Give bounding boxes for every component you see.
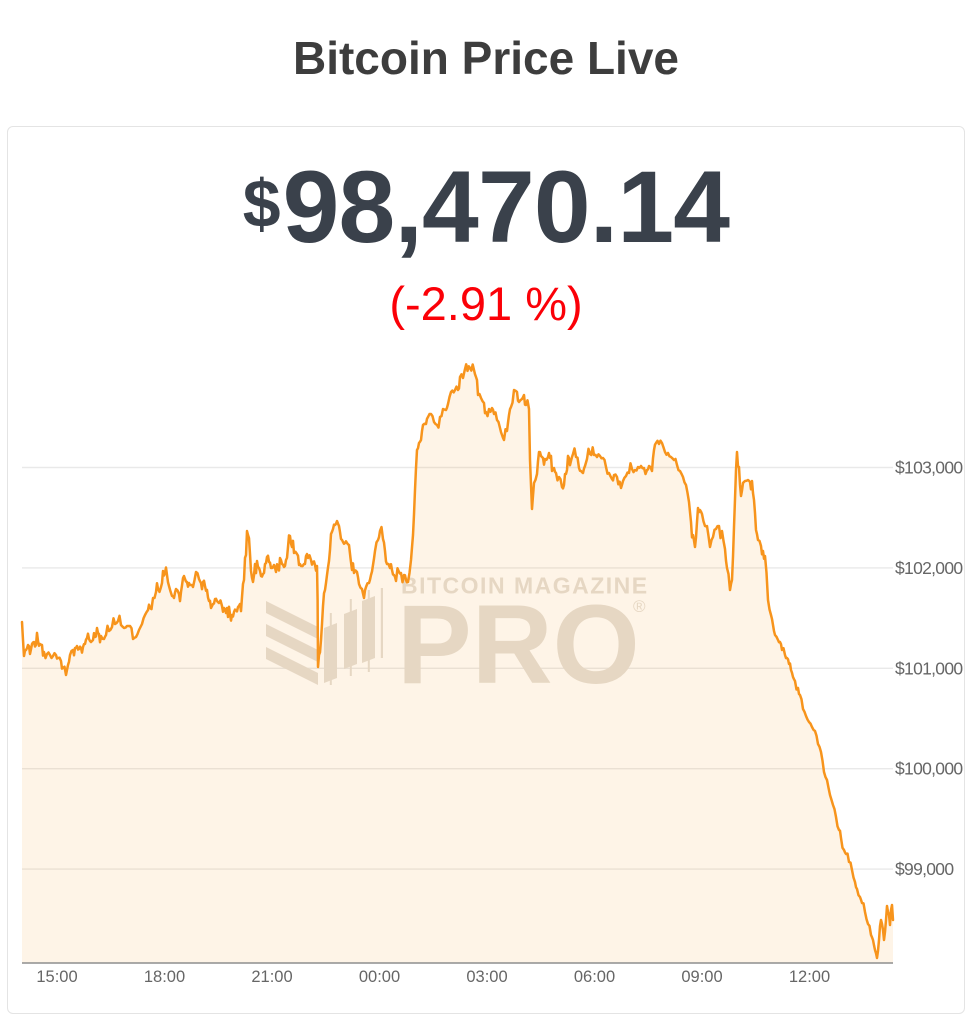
- svg-text:12:00: 12:00: [789, 968, 830, 986]
- svg-text:$103,000: $103,000: [895, 458, 963, 478]
- svg-text:$100,000: $100,000: [895, 759, 963, 779]
- svg-text:PRO: PRO: [397, 582, 640, 707]
- svg-text:00:00: 00:00: [359, 968, 400, 986]
- svg-text:BITCOIN MAGAZINE: BITCOIN MAGAZINE: [401, 573, 649, 599]
- svg-text:$101,000: $101,000: [895, 658, 963, 678]
- svg-text:15:00: 15:00: [36, 968, 77, 986]
- svg-text:18:00: 18:00: [144, 968, 185, 986]
- svg-text:09:00: 09:00: [681, 968, 722, 986]
- svg-text:21:00: 21:00: [251, 968, 292, 986]
- svg-text:®: ®: [633, 597, 646, 616]
- svg-text:06:00: 06:00: [574, 968, 615, 986]
- svg-text:$102,000: $102,000: [895, 558, 963, 578]
- svg-text:03:00: 03:00: [466, 968, 507, 986]
- svg-text:$99,000: $99,000: [895, 859, 954, 879]
